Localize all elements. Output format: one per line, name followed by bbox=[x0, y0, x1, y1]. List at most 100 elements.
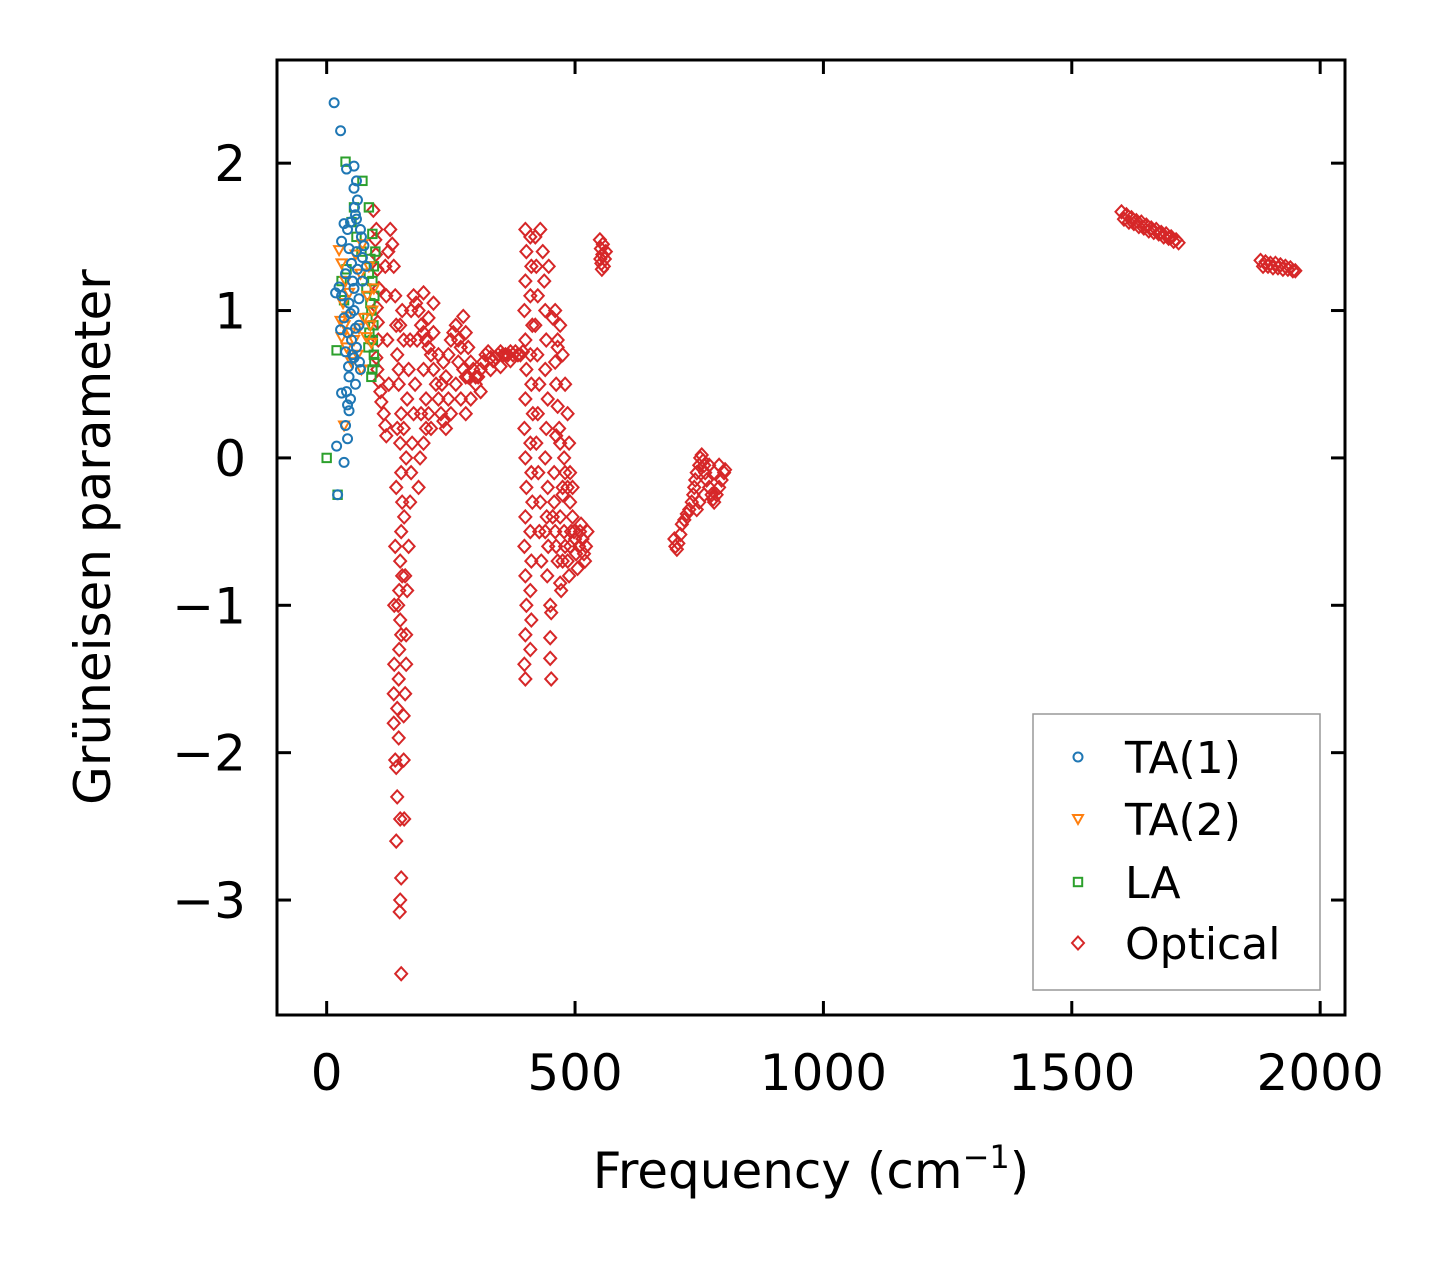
data-point bbox=[538, 332, 554, 348]
data-point bbox=[450, 332, 466, 348]
data-point bbox=[448, 317, 464, 334]
data-point bbox=[1285, 262, 1301, 279]
data-point bbox=[426, 324, 441, 341]
data-point bbox=[423, 420, 439, 437]
data-point bbox=[336, 387, 348, 399]
x-tick-label: 1000 bbox=[760, 1044, 887, 1102]
data-point bbox=[392, 317, 408, 334]
data-point bbox=[398, 656, 414, 673]
data-point bbox=[557, 538, 573, 555]
data-point bbox=[426, 361, 441, 378]
data-point bbox=[517, 538, 532, 555]
data-point bbox=[396, 811, 412, 827]
data-point bbox=[1275, 261, 1291, 278]
data-point bbox=[519, 479, 534, 496]
data-point bbox=[538, 420, 554, 437]
data-point bbox=[595, 236, 611, 253]
axis-ticks bbox=[277, 60, 1345, 1015]
data-point bbox=[1255, 258, 1271, 275]
data-point bbox=[542, 650, 558, 667]
data-point bbox=[401, 538, 416, 555]
data-point bbox=[412, 449, 428, 466]
data-point bbox=[366, 371, 377, 383]
data-point bbox=[515, 343, 531, 360]
data-point bbox=[458, 368, 474, 385]
data-point bbox=[335, 125, 347, 137]
data-point bbox=[413, 405, 429, 422]
data-point bbox=[523, 258, 539, 275]
data-point bbox=[1258, 253, 1273, 270]
data-point bbox=[1121, 214, 1137, 231]
data-point bbox=[345, 393, 357, 405]
data-point bbox=[393, 405, 409, 422]
data-point bbox=[436, 354, 451, 371]
data-point bbox=[336, 235, 348, 247]
data-point bbox=[1268, 255, 1283, 272]
data-point bbox=[699, 472, 715, 488]
data-point bbox=[453, 390, 469, 407]
data-point bbox=[530, 405, 546, 422]
data-point bbox=[433, 405, 449, 422]
data-point bbox=[566, 523, 582, 540]
data-point bbox=[331, 440, 343, 452]
data-point bbox=[458, 324, 474, 341]
data-point bbox=[340, 419, 352, 431]
data-point bbox=[353, 356, 365, 368]
data-point bbox=[418, 420, 434, 437]
data-point bbox=[356, 275, 368, 287]
data-point bbox=[367, 283, 381, 296]
data-point bbox=[340, 268, 352, 280]
data-point bbox=[679, 505, 695, 522]
data-point bbox=[367, 228, 378, 240]
data-point bbox=[530, 464, 546, 481]
data-point bbox=[562, 464, 578, 481]
data-point bbox=[438, 420, 454, 437]
data-point bbox=[350, 246, 362, 258]
series-optical bbox=[366, 202, 1303, 982]
data-point bbox=[517, 302, 532, 319]
data-point bbox=[354, 223, 366, 235]
data-point bbox=[348, 282, 360, 294]
data-point bbox=[411, 479, 426, 496]
data-point bbox=[539, 567, 555, 584]
data-point bbox=[552, 575, 568, 592]
data-point bbox=[448, 376, 464, 393]
data-point bbox=[396, 420, 412, 437]
data-point bbox=[328, 97, 340, 109]
data-point bbox=[1141, 222, 1157, 239]
data-point bbox=[367, 364, 378, 375]
data-point bbox=[389, 346, 405, 363]
data-point bbox=[399, 390, 415, 407]
data-point bbox=[391, 361, 407, 378]
data-point bbox=[393, 965, 409, 982]
data-point bbox=[418, 332, 434, 348]
data-point bbox=[345, 307, 357, 319]
data-point bbox=[674, 516, 690, 533]
data-point bbox=[473, 383, 489, 400]
data-point bbox=[510, 346, 526, 363]
data-point bbox=[330, 287, 342, 299]
data-point bbox=[396, 707, 412, 724]
data-point bbox=[393, 464, 409, 481]
data-marks bbox=[321, 97, 1303, 982]
x-axis-label-close: ) bbox=[1010, 1142, 1030, 1200]
data-point bbox=[530, 287, 546, 304]
data-point bbox=[550, 339, 566, 356]
data-point bbox=[392, 811, 408, 827]
data-point bbox=[353, 293, 365, 305]
data-point bbox=[401, 361, 416, 378]
data-point bbox=[396, 332, 412, 348]
data-point bbox=[397, 567, 413, 584]
data-point bbox=[391, 376, 407, 393]
x-tick-label: 1500 bbox=[1008, 1044, 1135, 1102]
data-point bbox=[404, 435, 420, 452]
data-point bbox=[691, 494, 707, 511]
data-point bbox=[537, 302, 553, 319]
data-point bbox=[394, 567, 410, 584]
data-point bbox=[359, 332, 374, 345]
data-point bbox=[347, 349, 359, 361]
legend-marker-ta-1- bbox=[1072, 751, 1084, 763]
data-point bbox=[356, 251, 368, 263]
data-point bbox=[552, 508, 568, 525]
data-point bbox=[495, 346, 511, 363]
